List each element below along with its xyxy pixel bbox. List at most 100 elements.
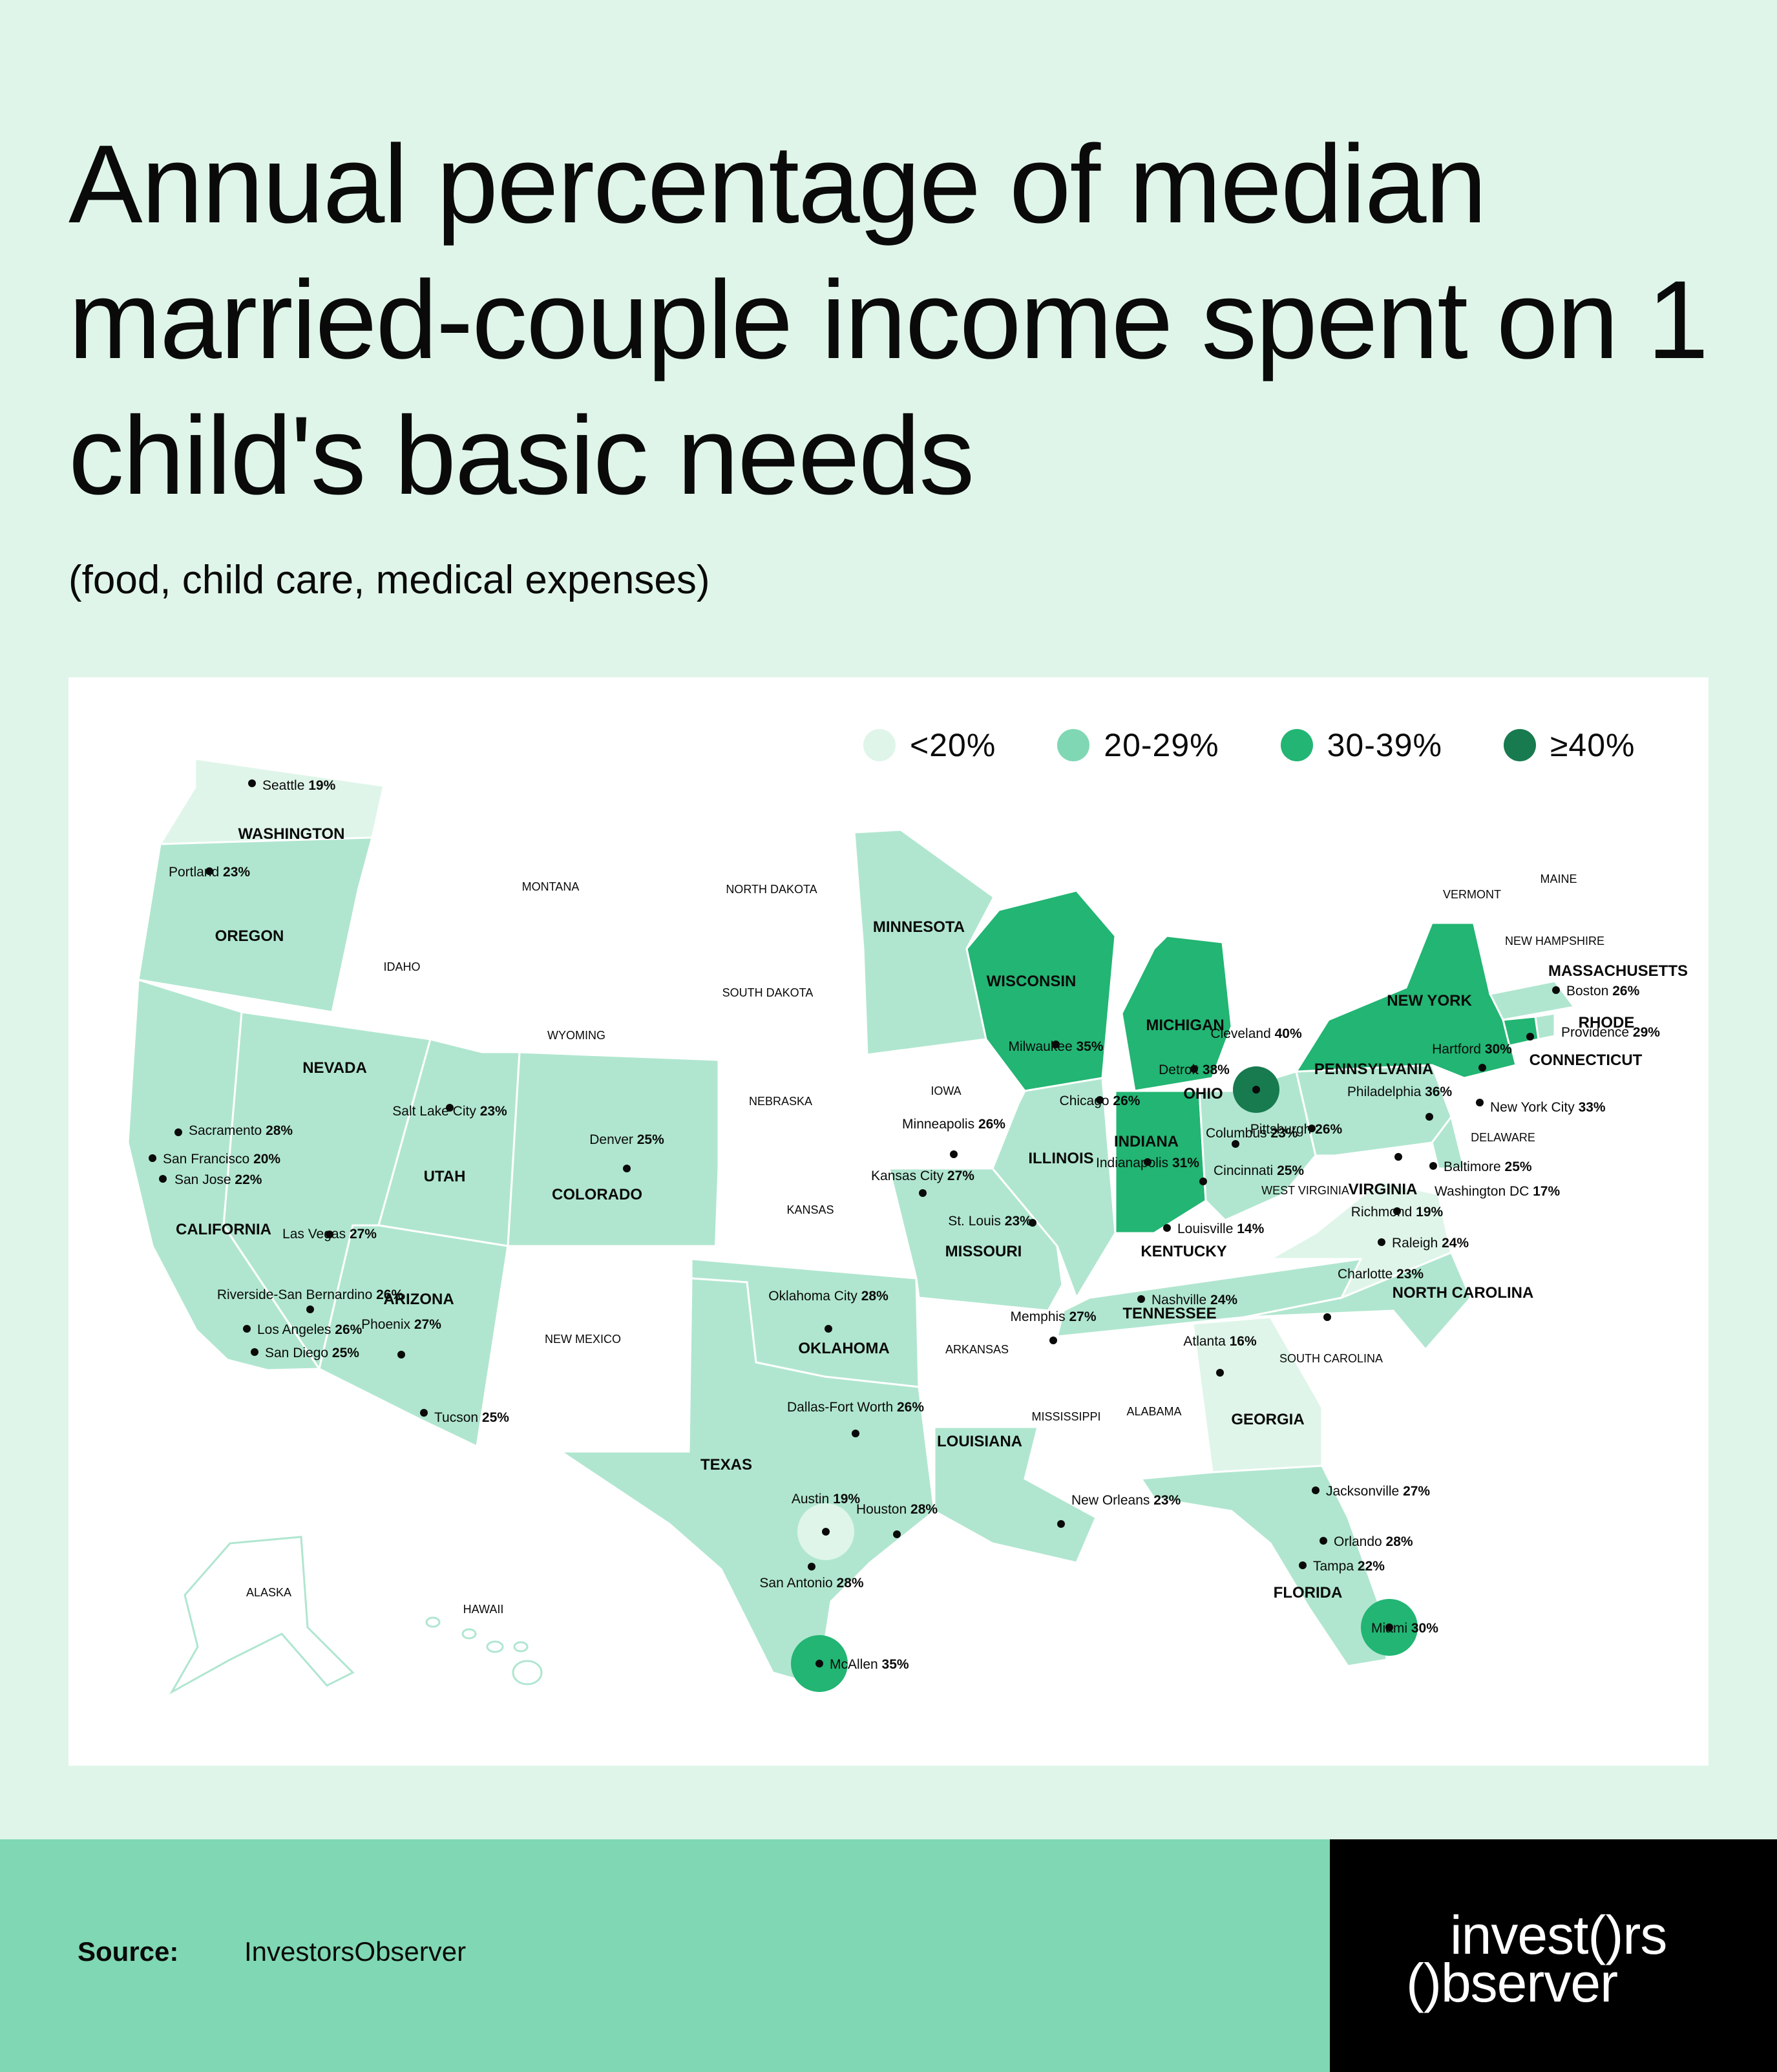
city-label: Miami 30% xyxy=(1371,1621,1438,1636)
city-dot xyxy=(1057,1520,1065,1528)
city-dot xyxy=(1526,1033,1534,1041)
state-label-sd: SOUTH DAKOTA xyxy=(722,986,814,999)
city-label: Hartford 30% xyxy=(1432,1042,1512,1057)
legend-swatch xyxy=(1503,729,1536,761)
city-dot xyxy=(326,1231,333,1238)
city-dot xyxy=(852,1430,859,1437)
city-dot xyxy=(1552,986,1560,994)
state-label-ma: MASSACHUSETTS xyxy=(1548,962,1688,980)
city-label: Raleigh 24% xyxy=(1392,1236,1469,1251)
city-dot xyxy=(446,1104,454,1112)
state-me xyxy=(1528,798,1615,951)
state-label-al: ALABAMA xyxy=(1126,1405,1181,1418)
city-dot xyxy=(1476,1099,1484,1106)
city-label: Los Angeles 26% xyxy=(257,1322,363,1337)
source-value: InvestorsObserver xyxy=(244,1936,467,1967)
city-dot xyxy=(306,1306,314,1313)
state-label-ca: CALIFORNIA xyxy=(176,1221,271,1238)
city-dot xyxy=(1190,1065,1198,1073)
city-label: Phoenix 27% xyxy=(361,1317,441,1332)
map-card: WASHINGTON OREGON CALIFORNIA NEVADA IDAHO MON… xyxy=(68,677,1709,1766)
city-dot xyxy=(822,1528,830,1536)
city-dot xyxy=(1425,1113,1433,1121)
state-label-oh: OHIO xyxy=(1183,1085,1223,1103)
state-or xyxy=(137,836,373,1013)
state-label-ne: NEBRASKA xyxy=(749,1095,812,1108)
source-label: Source: xyxy=(78,1936,179,1967)
city-dot xyxy=(1312,1486,1320,1494)
city-label: St. Louis 23% xyxy=(948,1214,1032,1229)
city-label: Orlando 28% xyxy=(1334,1534,1413,1549)
city-dot xyxy=(1299,1561,1307,1569)
legend-item: 20-29% xyxy=(1057,726,1219,764)
state-label-id: IDAHO xyxy=(383,960,420,973)
legend-label: 30-39% xyxy=(1327,727,1442,763)
city-dot xyxy=(1137,1295,1145,1303)
city-label: Houston 28% xyxy=(856,1502,938,1517)
state-label-de: DELAWARE xyxy=(1471,1131,1535,1144)
state-label-nd: NORTH DAKOTA xyxy=(726,883,817,896)
state-tx xyxy=(558,1277,936,1687)
legend-item: 30-39% xyxy=(1280,726,1442,764)
state-label-ak: ALASKA xyxy=(246,1586,291,1599)
state-label-fl: FLORIDA xyxy=(1274,1584,1343,1602)
city-label: Minneapolis 26% xyxy=(902,1117,1005,1132)
state-label-pa: PENNSYLVANIA xyxy=(1314,1061,1433,1078)
state-label-wa: WASHINGTON xyxy=(238,825,345,843)
city-dot xyxy=(1378,1238,1385,1246)
city-dot xyxy=(919,1189,927,1197)
city-label: McAllen 35% xyxy=(830,1657,909,1672)
city-label: Dallas-Fort Worth 26% xyxy=(787,1400,924,1415)
city-label: Charlotte 23% xyxy=(1338,1267,1424,1282)
state-label-ky: KENTUCKY xyxy=(1141,1243,1226,1260)
state-label-mo: MISSOURI xyxy=(945,1243,1022,1260)
state-label-mn: MINNESOTA xyxy=(873,918,965,936)
city-label: Nashville 24% xyxy=(1151,1293,1237,1307)
city-label: Baltimore 25% xyxy=(1444,1159,1532,1174)
map-legend: <20% 20-29% 30-39% ≥40% xyxy=(863,723,1696,768)
state-ky xyxy=(1075,1193,1318,1299)
city-dot xyxy=(174,1128,182,1136)
city-label: Milwaukee 35% xyxy=(1008,1039,1103,1054)
legend-item: ≥40% xyxy=(1503,726,1635,764)
state-mi xyxy=(1120,935,1233,1092)
state-label-nm: NEW MEXICO xyxy=(545,1333,621,1346)
city-label: San Antonio 28% xyxy=(759,1576,863,1591)
state-label-sc: SOUTH CAROLINA xyxy=(1279,1352,1383,1365)
state-label-wy: WYOMING xyxy=(547,1029,605,1042)
city-dot xyxy=(1308,1125,1316,1132)
state-label-hi: HAWAII xyxy=(463,1603,504,1616)
city-label: Pittsburgh 26% xyxy=(1250,1122,1343,1137)
city-dot xyxy=(1429,1162,1437,1170)
legend-label: <20% xyxy=(910,727,996,763)
city-dot xyxy=(251,1348,258,1356)
state-label-ia: IOWA xyxy=(931,1084,961,1097)
state-label-nh: NEW HAMPSHIRE xyxy=(1505,935,1604,947)
city-dot xyxy=(1029,1219,1036,1227)
city-label: Oklahoma City 28% xyxy=(768,1289,888,1304)
city-label: Jacksonville 27% xyxy=(1326,1484,1430,1499)
state-label-or: OREGON xyxy=(215,927,284,945)
state-ri xyxy=(1534,1012,1556,1041)
state-ga xyxy=(1192,1316,1323,1474)
city-label: Tucson 25% xyxy=(434,1410,509,1425)
city-label: Memphis 27% xyxy=(1010,1309,1096,1324)
city-label: Atlanta 16% xyxy=(1183,1334,1257,1349)
city-label: Indianapolis 31% xyxy=(1096,1156,1199,1170)
city-dot xyxy=(1385,1623,1393,1631)
city-label: Denver 25% xyxy=(589,1132,664,1147)
city-dot xyxy=(1199,1178,1207,1185)
state-label-in: INDIANA xyxy=(1114,1133,1179,1150)
state-wi xyxy=(965,889,1117,1092)
footer: Source: InvestorsObserver xyxy=(0,1839,1330,2072)
state-label-mi: MICHIGAN xyxy=(1146,1017,1224,1034)
state-il xyxy=(991,1077,1117,1300)
state-label-wv: WEST VIRGINIA xyxy=(1261,1184,1349,1197)
city-label: Salt Lake City 23% xyxy=(392,1104,507,1119)
city-label: Cleveland 40% xyxy=(1210,1026,1302,1041)
state-ny xyxy=(1294,922,1517,1079)
city-label: Sacramento 28% xyxy=(189,1123,293,1138)
legend-label: 20-29% xyxy=(1104,727,1219,763)
brand-logo: invest()rs ()bserver xyxy=(1330,1839,1777,2072)
map-labels: WASHINGTON OREGON CALIFORNIA NEVADA IDAHO MON… xyxy=(149,778,1688,1692)
